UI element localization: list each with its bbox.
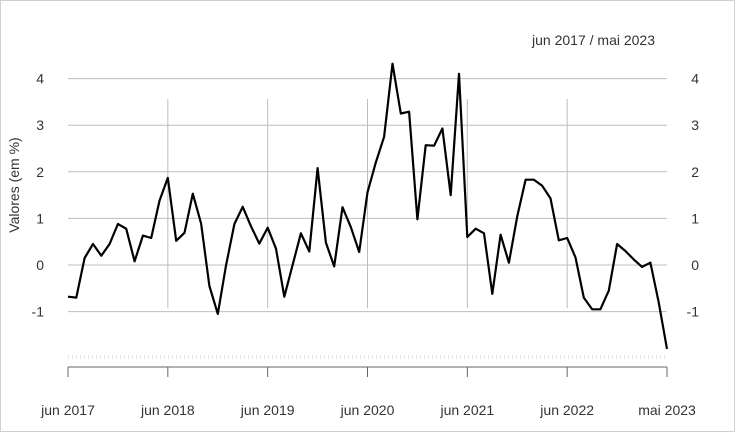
y-tick-label-left: 3 (36, 117, 44, 133)
x-tick-label: jun 2018 (140, 402, 195, 418)
series-line (67, 62, 669, 350)
x-tick-label: mai 2023 (638, 402, 696, 418)
y-tick-label-left: 4 (36, 71, 44, 87)
period-label: jun 2017 / mai 2023 (531, 32, 655, 48)
y-tick-label-left: -1 (32, 304, 45, 320)
grid (68, 78, 667, 359)
y-tick-label-left: 0 (36, 257, 44, 273)
y-tick-label-left: 2 (36, 164, 44, 180)
x-tick-labels: jun 2017 jun 2018 jun 2019 jun 2020 jun 2021… (40, 367, 696, 418)
y-tick-label-right: -1 (687, 304, 700, 320)
y-tick-label-right: 2 (691, 164, 699, 180)
y-tick-label-right: 4 (691, 71, 699, 87)
y-tick-labels-left: -1 0 1 2 3 4 (32, 71, 45, 320)
y-tick-label-right: 0 (691, 257, 699, 273)
x-tick-label: jun 2022 (539, 402, 594, 418)
y-tick-label-right: 1 (691, 210, 699, 226)
x-tick-label: jun 2017 (40, 402, 95, 418)
series (67, 62, 669, 350)
x-tick-label: jun 2020 (340, 402, 395, 418)
y-tick-label-right: 3 (691, 117, 699, 133)
y-axis-label: Valores (em %) (6, 137, 22, 232)
x-tick-label: jun 2019 (240, 402, 295, 418)
x-tick-label: jun 2021 (439, 402, 494, 418)
y-tick-labels-right: -1 0 1 2 3 4 (687, 71, 700, 320)
y-tick-label-left: 1 (36, 210, 44, 226)
